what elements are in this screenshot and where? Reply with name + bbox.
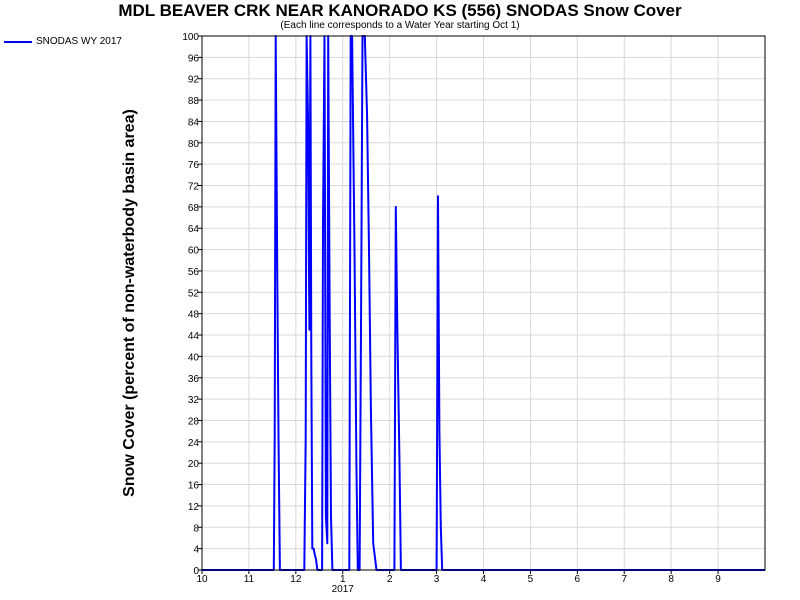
- y-tick-label: 92: [188, 75, 200, 86]
- y-tick-label: 24: [188, 438, 200, 449]
- y-tick-label: 20: [188, 459, 200, 470]
- y-tick-label: 40: [188, 352, 200, 363]
- plot-frame: [201, 35, 766, 571]
- legend: SNODAS WY 2017: [4, 36, 122, 47]
- y-tick-label: 68: [188, 203, 200, 214]
- y-tick-label: 52: [188, 288, 200, 299]
- y-tick-label: 28: [188, 416, 200, 427]
- y-tick-label: 48: [188, 310, 200, 321]
- y-tick-label: 4: [193, 545, 199, 556]
- x-tick-label: 10: [196, 574, 208, 585]
- y-tick-label: 100: [182, 32, 199, 43]
- x-year-label: 2017: [332, 584, 355, 595]
- y-axis-ticks: 0481216202428323640444852566064687276808…: [182, 32, 202, 577]
- x-tick-label: 7: [621, 574, 627, 585]
- x-tick-label: 2: [387, 574, 393, 585]
- x-tick-label: 11: [244, 574, 255, 585]
- legend-label: SNODAS WY 2017: [36, 36, 122, 47]
- y-tick-label: 72: [188, 182, 200, 193]
- series-line: [202, 35, 765, 571]
- y-tick-label: 16: [188, 481, 200, 492]
- y-tick-label: 64: [188, 224, 200, 235]
- x-tick-label: 8: [668, 574, 674, 585]
- x-tick-label: 9: [715, 574, 721, 585]
- y-tick-label: 0: [193, 566, 199, 577]
- y-tick-label: 44: [188, 331, 200, 342]
- y-tick-label: 60: [188, 246, 200, 257]
- x-tick-label: 3: [434, 574, 440, 585]
- y-tick-label: 88: [188, 96, 200, 107]
- y-tick-label: 76: [188, 160, 200, 171]
- y-tick-label: 84: [188, 117, 200, 128]
- x-tick-label: 1: [340, 574, 346, 585]
- y-tick-label: 56: [188, 267, 200, 278]
- chart-subtitle: (Each line corresponds to a Water Year s…: [280, 20, 520, 31]
- y-tick-label: 96: [188, 53, 200, 64]
- grid: [201, 35, 765, 571]
- x-tick-label: 12: [290, 574, 302, 585]
- legend-swatch: [4, 40, 32, 43]
- series-layer: [202, 35, 765, 571]
- x-tick-label: 4: [481, 574, 487, 585]
- chart-title: MDL BEAVER CRK NEAR KANORADO KS (556) SN…: [118, 1, 682, 20]
- y-tick-label: 8: [193, 523, 199, 534]
- y-tick-label: 32: [188, 395, 200, 406]
- x-tick-label: 6: [575, 574, 581, 585]
- y-tick-label: 12: [188, 502, 200, 513]
- x-tick-label: 5: [528, 574, 534, 585]
- y-tick-label: 80: [188, 139, 200, 150]
- y-tick-label: 36: [188, 374, 200, 385]
